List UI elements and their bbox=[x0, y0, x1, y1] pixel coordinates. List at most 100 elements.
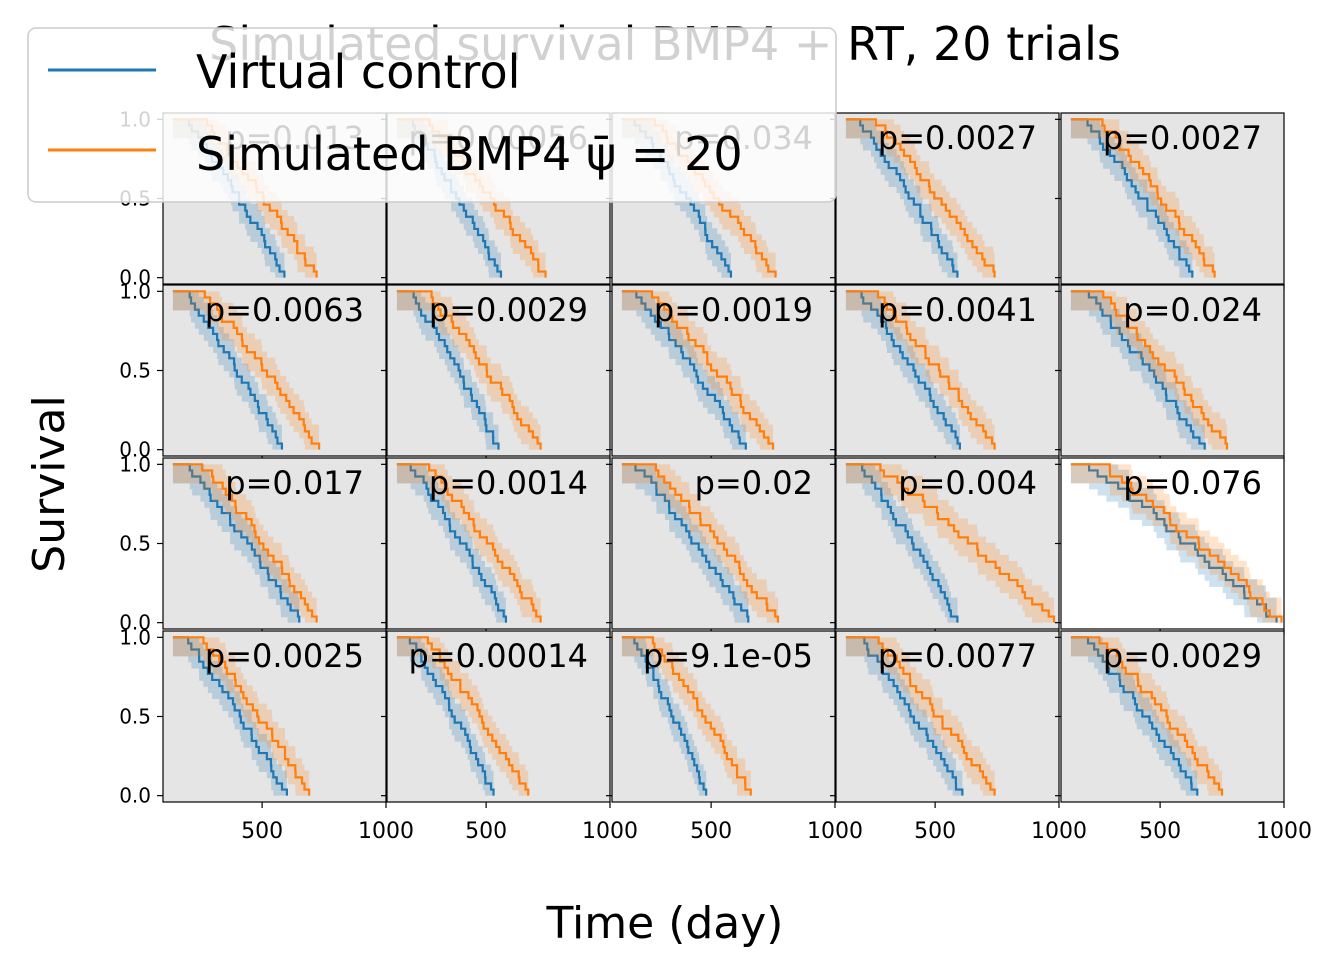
x-tick-label: 500 bbox=[241, 819, 283, 844]
y-tick-label: 1.0 bbox=[119, 625, 151, 649]
control-confidence-band bbox=[396, 291, 499, 450]
control-survival-line bbox=[172, 463, 301, 623]
treated-survival-line bbox=[1070, 290, 1229, 450]
control-confidence-band bbox=[172, 291, 282, 450]
treated-confidence-band bbox=[172, 291, 320, 450]
panel-background bbox=[835, 630, 1060, 803]
panel-16: p=0.0025 0.0 0.5 1.0 500 1000 bbox=[119, 625, 414, 844]
x-tick-label: 1000 bbox=[358, 819, 414, 844]
x-tick-label: 1000 bbox=[807, 819, 863, 844]
treated-survival-line bbox=[621, 463, 780, 623]
control-survival-line bbox=[845, 290, 961, 450]
y-axis-label: Survival bbox=[24, 395, 75, 572]
panel-grid: p=0.0130.00.51.0p=0.00056p=0.034p=0.0027… bbox=[119, 107, 1312, 844]
control-confidence-band bbox=[845, 291, 960, 450]
control-confidence-band bbox=[621, 637, 707, 796]
p-value-label: p=0.0029 bbox=[429, 291, 588, 329]
panel-15: p=0.076 bbox=[1055, 457, 1285, 635]
x-tick-label: 1000 bbox=[582, 819, 638, 844]
treated-confidence-band bbox=[845, 119, 995, 278]
treated-survival-line bbox=[396, 636, 530, 796]
p-value-label: p=0.0027 bbox=[1103, 119, 1262, 157]
panel-9: p=0.0041 bbox=[830, 284, 1060, 462]
treated-survival-line bbox=[1070, 118, 1216, 278]
control-survival-line bbox=[621, 636, 708, 796]
control-confidence-band bbox=[396, 464, 506, 623]
p-value-label: p=0.0029 bbox=[1103, 637, 1262, 675]
panel-18: p=9.1e-05 500 1000 bbox=[606, 630, 863, 844]
panel-background bbox=[1060, 457, 1285, 630]
panel-4: p=0.0027 bbox=[830, 112, 1060, 290]
panel-background bbox=[386, 457, 611, 630]
treated-survival-line bbox=[621, 290, 775, 450]
x-tick-label: 500 bbox=[690, 819, 732, 844]
control-confidence-band bbox=[621, 291, 746, 450]
x-axis-label: Time (day) bbox=[546, 898, 784, 949]
treated-survival-line bbox=[172, 463, 318, 623]
control-survival-line bbox=[1070, 118, 1194, 278]
y-tick-label: 1.0 bbox=[119, 452, 151, 476]
control-confidence-band bbox=[1070, 291, 1205, 450]
treated-confidence-band bbox=[845, 291, 995, 450]
panel-background bbox=[386, 630, 611, 803]
treated-confidence-band bbox=[396, 464, 541, 623]
panel-background bbox=[835, 284, 1060, 457]
treated-survival-line bbox=[621, 636, 752, 796]
treated-confidence-band bbox=[621, 464, 779, 623]
treated-confidence-band bbox=[621, 291, 774, 450]
legend-label-treated: Simulated BMP4 ψ̄ = 20 bbox=[196, 127, 743, 181]
panel-background bbox=[611, 630, 836, 803]
treated-confidence-band bbox=[172, 637, 310, 796]
control-survival-line bbox=[172, 290, 284, 450]
p-value-label: p=0.0041 bbox=[878, 291, 1037, 329]
control-survival-line bbox=[172, 636, 288, 796]
control-survival-line bbox=[621, 463, 750, 623]
treated-confidence-band bbox=[845, 637, 995, 796]
y-tick-label: 1.0 bbox=[119, 279, 151, 303]
panel-5: p=0.0027 bbox=[1055, 112, 1285, 290]
treated-survival-line bbox=[845, 636, 996, 796]
y-tick-label: 0.0 bbox=[119, 611, 151, 635]
treated-survival-line bbox=[845, 463, 1056, 623]
treated-confidence-band bbox=[1070, 291, 1228, 450]
p-value-label: p=0.0025 bbox=[205, 637, 364, 675]
p-value-label: p=0.076 bbox=[1123, 464, 1262, 502]
panel-20: p=0.0029 500 1000 bbox=[1055, 630, 1312, 844]
y-tick-label: 0.0 bbox=[119, 438, 151, 462]
p-value-label: p=0.0014 bbox=[429, 464, 588, 502]
control-confidence-band bbox=[621, 464, 749, 623]
control-survival-line bbox=[1070, 463, 1278, 623]
panel-background bbox=[162, 457, 387, 630]
p-value-label: p=0.0019 bbox=[654, 291, 813, 329]
control-survival-line bbox=[396, 463, 508, 623]
x-tick-label: 500 bbox=[1139, 819, 1181, 844]
p-value-label: p=0.00014 bbox=[409, 637, 588, 675]
control-survival-line bbox=[845, 463, 959, 623]
treated-survival-line bbox=[172, 290, 321, 450]
control-survival-line bbox=[845, 636, 964, 796]
panel-7: p=0.0029 bbox=[381, 284, 611, 462]
control-confidence-band bbox=[1070, 464, 1277, 623]
control-confidence-band bbox=[845, 119, 958, 278]
treated-survival-line bbox=[845, 118, 996, 278]
panel-6: p=0.0063 0.0 0.5 1.0 bbox=[119, 279, 387, 462]
p-value-label: p=0.0027 bbox=[878, 119, 1037, 157]
control-survival-line bbox=[845, 118, 959, 278]
control-confidence-band bbox=[845, 637, 963, 796]
panel-19: p=0.0077 500 1000 bbox=[830, 630, 1087, 844]
panel-12: p=0.0014 bbox=[381, 457, 611, 635]
treated-survival-line bbox=[1070, 636, 1224, 796]
treated-confidence-band bbox=[621, 637, 751, 796]
control-confidence-band bbox=[1070, 637, 1198, 796]
treated-confidence-band bbox=[1070, 119, 1215, 278]
control-confidence-band bbox=[396, 637, 494, 796]
y-tick-label: 0.0 bbox=[119, 266, 151, 290]
panel-8: p=0.0019 bbox=[606, 284, 836, 462]
treated-survival-line bbox=[396, 290, 542, 450]
legend-label-control: Virtual control bbox=[196, 45, 520, 99]
control-survival-line bbox=[396, 636, 495, 796]
legend-box bbox=[27, 27, 837, 203]
control-survival-line bbox=[1070, 636, 1199, 796]
panel-background bbox=[611, 284, 836, 457]
